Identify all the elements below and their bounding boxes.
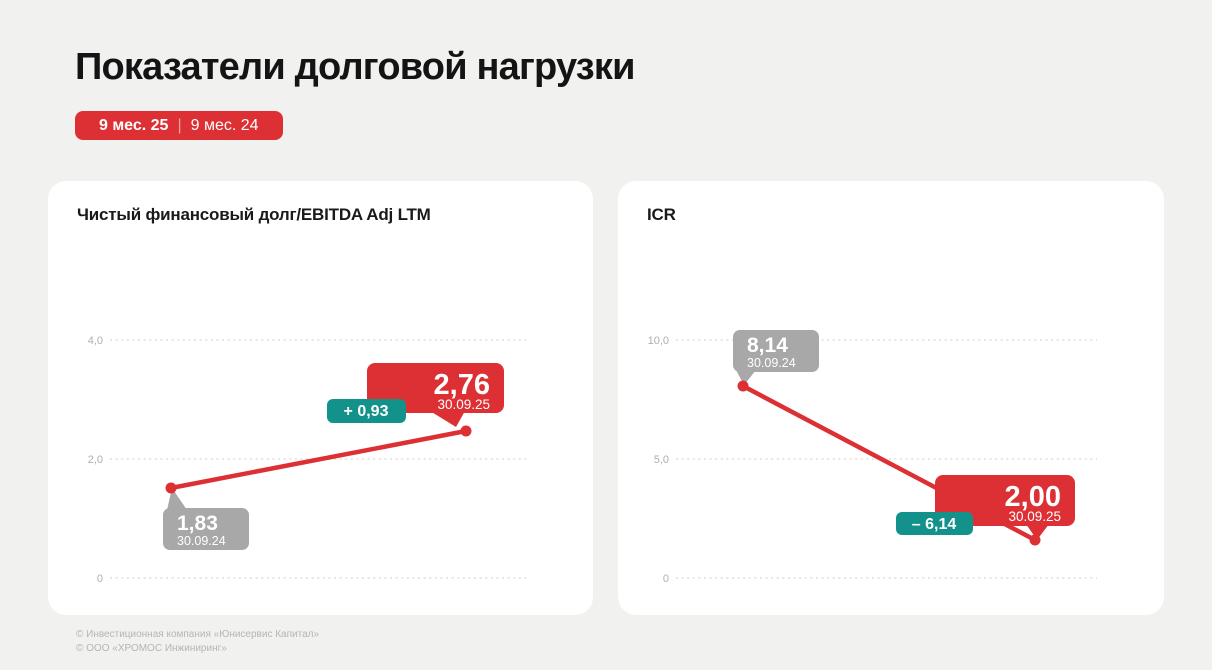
- period-badge: 9 мес. 25 | 9 мес. 24: [75, 111, 283, 140]
- data-point-end: [460, 425, 472, 437]
- badge-tail: [430, 411, 465, 427]
- end-value: 2,76: [434, 369, 490, 401]
- footer: © Инвестиционная компания «Юнисервис Кап…: [76, 628, 319, 656]
- change-badge: – 6,14: [896, 512, 973, 535]
- start-value: 8,14: [747, 334, 788, 357]
- badge-body: [327, 399, 406, 423]
- chart-title-icr: ICR: [647, 205, 676, 224]
- badge-tail: [736, 370, 756, 385]
- data-point-start: [737, 380, 749, 392]
- badge-tail: [1026, 524, 1049, 540]
- ytick-bottom: 0: [663, 573, 669, 585]
- ytick-top: 10,0: [648, 335, 669, 347]
- data-point-end: [1029, 534, 1041, 546]
- period-previous-label: 9 мес. 24: [190, 116, 259, 134]
- card-icr: ICR 10,0 5,0 0 8,14 30.09.24 2,00 30.09.…: [618, 181, 1164, 615]
- end-date: 30.09.25: [437, 397, 490, 412]
- ytick-bottom: 0: [97, 573, 103, 585]
- card-net-debt-ebitda: Чистый финансовый долг/EBITDA Adj LTM 4,…: [48, 181, 593, 615]
- start-date: 30.09.24: [747, 356, 796, 370]
- footer-copyright-2: © ООО «ХРОМОС Инжиниринг»: [76, 643, 227, 654]
- period-current-label: 9 мес. 25: [99, 116, 169, 134]
- change-badge: + 0,93: [327, 399, 406, 423]
- start-date: 30.09.24: [177, 534, 226, 548]
- net-debt-chart-svg: 4,0 2,0 0 2,76 30.09.25 1,83 30.09.24 + …: [88, 335, 527, 585]
- badge-body: [896, 512, 973, 535]
- badge-tail: [167, 488, 187, 510]
- trend-line: [168, 428, 469, 491]
- end-date: 30.09.25: [1008, 509, 1061, 524]
- value-badge-start: 8,14 30.09.24: [733, 330, 819, 385]
- badge-body: [733, 330, 819, 372]
- ytick-mid: 5,0: [654, 454, 669, 466]
- chart-title-net-debt-ebitda: Чистый финансовый долг/EBITDA Adj LTM: [77, 205, 431, 224]
- change-value: – 6,14: [912, 516, 957, 533]
- badge-body: [163, 508, 249, 550]
- value-badge-start: 1,83 30.09.24: [163, 488, 249, 550]
- footer-copyright-1: © Инвестиционная компания «Юнисервис Кап…: [76, 629, 320, 640]
- ytick-top: 4,0: [88, 335, 103, 347]
- icr-chart-svg: 10,0 5,0 0 8,14 30.09.24 2,00 30.09.25 –…: [648, 330, 1097, 585]
- end-value: 2,00: [1005, 481, 1061, 513]
- change-value: + 0,93: [344, 403, 389, 420]
- start-value: 1,83: [177, 512, 218, 535]
- ytick-mid: 2,0: [88, 454, 103, 466]
- period-separator: |: [177, 116, 182, 134]
- data-point-start: [165, 482, 177, 494]
- page-title: Показатели долговой нагрузки: [75, 46, 635, 88]
